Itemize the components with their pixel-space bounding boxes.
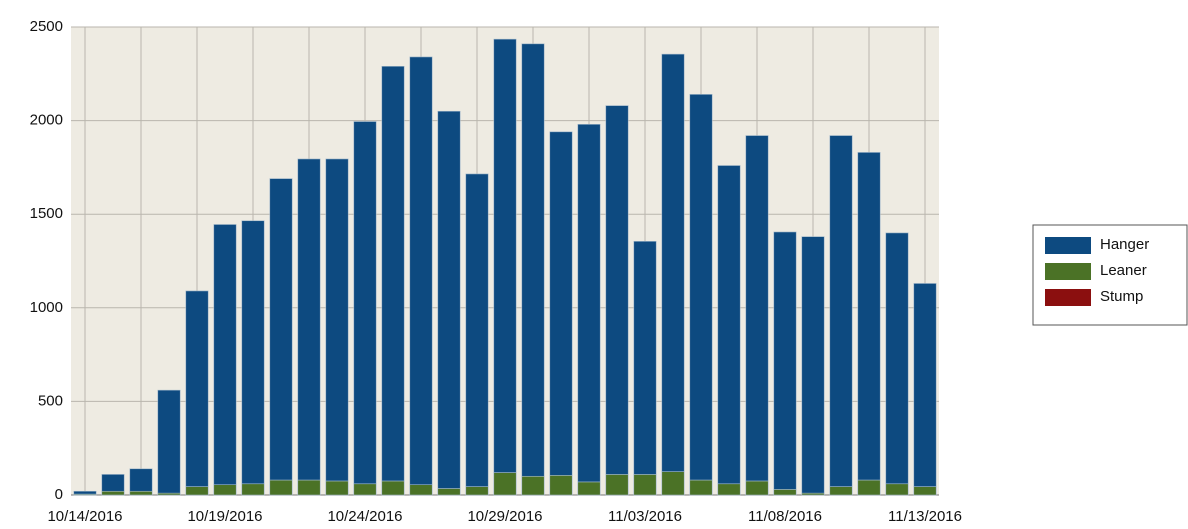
bar-segment	[521, 43, 545, 477]
bar-segment	[297, 158, 321, 481]
bar-segment	[829, 135, 853, 487]
bar-segment	[633, 241, 657, 475]
bar-segment	[157, 389, 181, 494]
bar-segment	[213, 224, 237, 486]
bar-segment	[101, 474, 125, 492]
bar-segment	[353, 121, 377, 485]
bar-segment	[409, 56, 433, 486]
bar-segment	[269, 178, 293, 481]
legend-swatch	[1045, 263, 1091, 280]
bar-segment	[913, 283, 937, 487]
bar-segment	[129, 490, 153, 496]
bar-segment	[297, 479, 321, 496]
bar-segment	[885, 232, 909, 485]
bar-segment	[549, 131, 573, 476]
bar-segment	[689, 479, 713, 496]
x-tick-label: 11/13/2016	[888, 508, 962, 525]
x-tick-label: 10/19/2016	[187, 508, 262, 525]
bar-segment	[605, 474, 629, 496]
bar-segment	[129, 468, 153, 492]
bar-segment	[493, 472, 517, 496]
y-tick-label: 1500	[30, 205, 63, 222]
legend-swatch	[1045, 289, 1091, 306]
bar-segment	[857, 479, 881, 496]
y-tick-label: 2000	[30, 112, 63, 129]
legend-label: Hanger	[1100, 236, 1149, 253]
bar-segment	[885, 483, 909, 496]
y-tick-label: 1000	[30, 299, 63, 316]
bar-segment	[605, 105, 629, 475]
bar-segment	[241, 483, 265, 496]
bar-segment	[465, 173, 489, 487]
x-tick-label: 11/08/2016	[748, 508, 822, 525]
bar-segment	[549, 475, 573, 496]
bar-segment	[213, 484, 237, 496]
bar-segment	[745, 135, 769, 482]
bar-segment	[493, 38, 517, 473]
bar-segment	[717, 483, 741, 496]
legend-label: Leaner	[1100, 262, 1147, 279]
bar-segment	[185, 290, 209, 487]
bar-segment	[661, 53, 685, 472]
bar-segment	[829, 486, 853, 496]
bar-segment	[381, 66, 405, 482]
bar-segment	[773, 231, 797, 490]
bar-segment	[577, 481, 601, 496]
bar-segment	[577, 124, 601, 483]
bar-segment	[269, 479, 293, 496]
bar-segment	[465, 486, 489, 496]
bar-segment	[101, 490, 125, 496]
y-tick-label: 500	[38, 392, 63, 409]
bar-segment	[801, 236, 825, 494]
x-tick-label: 10/14/2016	[47, 508, 122, 525]
legend-label: Stump	[1100, 288, 1143, 305]
bar-segment	[241, 220, 265, 485]
bar-segment	[521, 475, 545, 496]
bar-segment	[73, 490, 97, 495]
bar-segment	[773, 489, 797, 496]
x-tick-label: 10/29/2016	[467, 508, 542, 525]
x-tick-label: 11/03/2016	[608, 508, 682, 525]
bar-segment	[185, 486, 209, 496]
x-tick-label: 10/24/2016	[327, 508, 402, 525]
bar-segment	[633, 474, 657, 496]
legend-swatch	[1045, 237, 1091, 254]
bar-segment	[689, 94, 713, 481]
bar-segment	[325, 158, 349, 482]
bar-segment	[857, 152, 881, 481]
y-tick-label: 0	[55, 486, 63, 503]
bar-segment	[661, 471, 685, 496]
bar-segment	[409, 484, 433, 496]
bar-segment	[745, 480, 769, 496]
bar-segment	[717, 165, 741, 485]
bar-segment	[353, 483, 377, 496]
bar-segment	[437, 110, 461, 489]
bar-segment	[381, 480, 405, 496]
y-tick-label: 2500	[30, 18, 63, 35]
bar-segment	[913, 486, 937, 496]
bar-segment	[325, 480, 349, 496]
bar-segment	[437, 488, 461, 496]
